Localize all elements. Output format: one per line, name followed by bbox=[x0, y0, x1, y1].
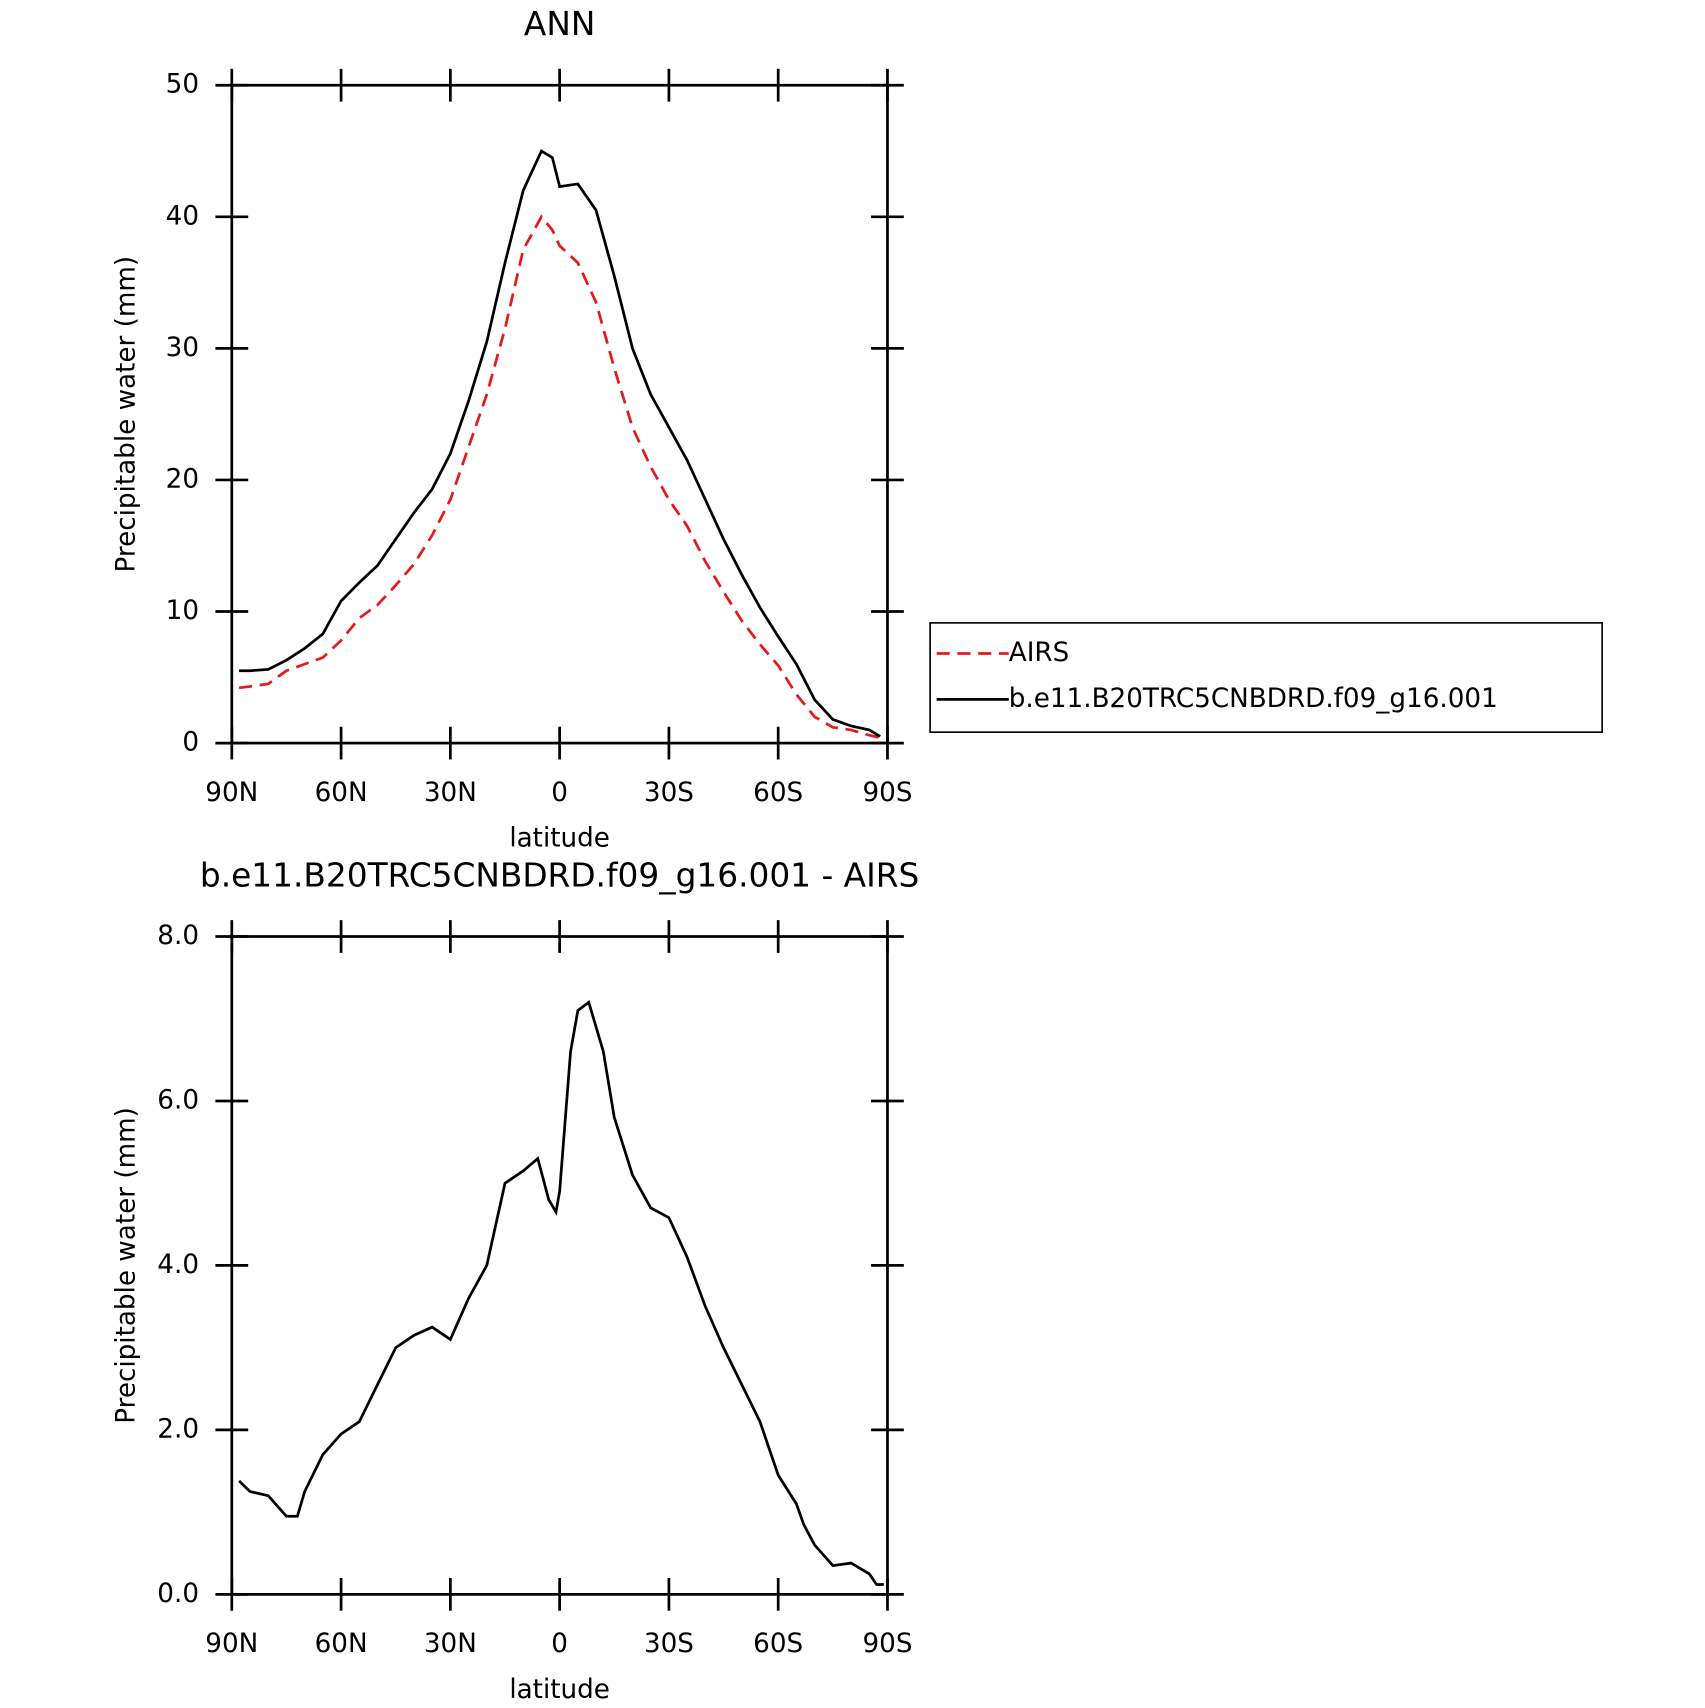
series-line bbox=[238, 1000, 884, 1586]
x-tick-label: 0 bbox=[551, 778, 568, 808]
chart-title: b.e11.B20TRC5CNBDRD.f09_g16.001 - AIRS bbox=[200, 856, 919, 894]
legend-label: AIRS bbox=[1009, 638, 1070, 668]
plot-frame bbox=[230, 935, 889, 1596]
x-tick-label: 60S bbox=[753, 1629, 803, 1659]
x-axis-label: latitude bbox=[509, 1675, 610, 1705]
y-tick-label: 2.0 bbox=[157, 1414, 199, 1444]
y-tick-label: 50 bbox=[166, 70, 199, 100]
legend-label: b.e11.B20TRC5CNBDRD.f09_g16.001 bbox=[1009, 684, 1498, 714]
y-tick-label: 0 bbox=[182, 728, 199, 758]
series-line bbox=[239, 149, 881, 738]
y-tick-label: 30 bbox=[166, 333, 199, 363]
x-tick-label: 60N bbox=[315, 1629, 368, 1659]
x-tick-label: 0 bbox=[551, 1629, 568, 1659]
x-tick-label: 90N bbox=[205, 778, 258, 808]
y-tick-label: 10 bbox=[166, 596, 199, 626]
x-axis-label: latitude bbox=[509, 824, 610, 854]
y-axis-label: Precipitable water (mm) bbox=[111, 1107, 141, 1424]
legend-box bbox=[929, 622, 1603, 733]
y-tick-label: 4.0 bbox=[157, 1250, 199, 1280]
x-tick-label: 60N bbox=[315, 778, 368, 808]
x-tick-label: 90S bbox=[862, 778, 912, 808]
y-tick-label: 6.0 bbox=[157, 1085, 199, 1115]
x-tick-label: 30N bbox=[424, 1629, 477, 1659]
x-tick-label: 90N bbox=[205, 1629, 258, 1659]
chart-title: ANN bbox=[524, 5, 595, 43]
x-tick-label: 30N bbox=[424, 778, 477, 808]
x-tick-label: 30S bbox=[644, 1629, 694, 1659]
y-tick-label: 8.0 bbox=[157, 921, 199, 951]
y-tick-label: 0.0 bbox=[157, 1579, 199, 1609]
y-axis-label: Precipitable water (mm) bbox=[111, 256, 141, 573]
x-tick-label: 60S bbox=[753, 778, 803, 808]
x-tick-label: 90S bbox=[862, 1629, 912, 1659]
series-line bbox=[238, 214, 881, 740]
y-tick-label: 20 bbox=[166, 464, 199, 494]
y-tick-label: 40 bbox=[166, 201, 199, 231]
x-tick-label: 30S bbox=[644, 778, 694, 808]
